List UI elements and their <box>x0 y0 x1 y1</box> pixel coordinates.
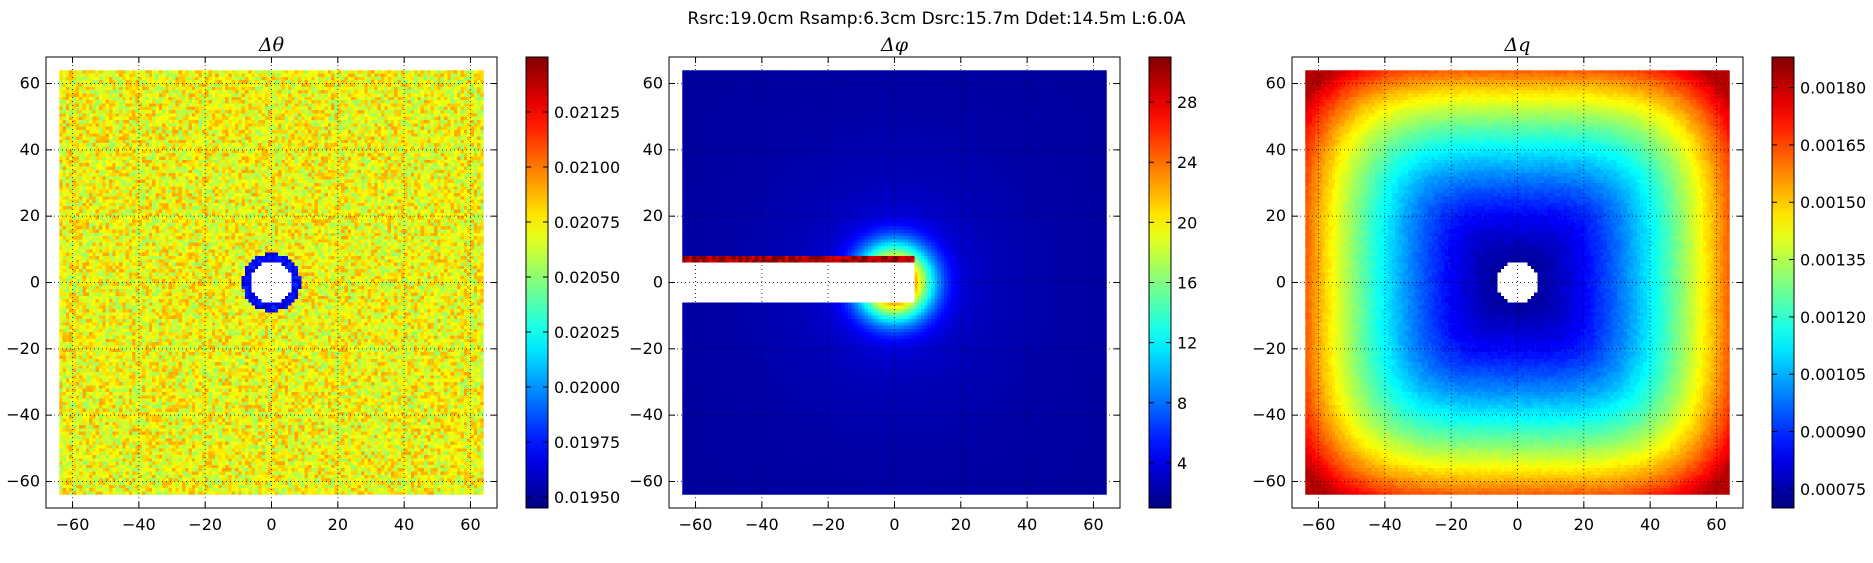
colorbar <box>1771 56 1795 509</box>
y-tick-label: 60 <box>1266 74 1286 93</box>
y-tick-label: −40 <box>6 405 40 424</box>
colorbar-tick-label: 0.02100 <box>554 158 620 177</box>
y-tick-label: 0 <box>1276 273 1286 292</box>
y-tick-label: −20 <box>6 339 40 358</box>
panel-delta-theta: −60 −40 −20 0 20 40 60 −60 −40 −20 0 20 40 60 Δθ 0.0195… <box>6 34 620 534</box>
x-tick-label: 0 <box>266 515 276 534</box>
colorbar-tick-label: 0.02125 <box>554 103 620 122</box>
panel-title: Δq <box>1504 34 1531 56</box>
y-tick-label: −20 <box>629 339 663 358</box>
colorbar-tick-label: 0.00075 <box>1800 480 1866 499</box>
y-tick-label: 20 <box>20 206 40 225</box>
y-tick-label: 0 <box>653 273 663 292</box>
colorbar-tick-label: 24 <box>1177 153 1197 172</box>
colorbar-tick-label: 0.00165 <box>1800 136 1866 155</box>
panel-title: Δφ <box>880 34 909 56</box>
y-tick-label: −60 <box>1252 471 1286 490</box>
x-tick-label: −20 <box>1434 515 1468 534</box>
y-tick-label: −60 <box>6 471 40 490</box>
x-tick-label: −40 <box>745 515 779 534</box>
x-tick-label: 60 <box>460 515 480 534</box>
x-tick-label: 60 <box>1706 515 1726 534</box>
x-tick-label: −60 <box>56 515 90 534</box>
figure-suptitle: Rsrc:19.0cm Rsamp:6.3cm Dsrc:15.7m Ddet:… <box>687 9 1186 29</box>
colorbar-tick-label: 20 <box>1177 213 1197 232</box>
colorbar-tick-label: 0.00120 <box>1800 308 1866 327</box>
panel-delta-phi: −60 −40 −20 0 20 40 60 −60 −40 −20 0 20 40 60 Δφ 4 8 12 16… <box>629 34 1197 534</box>
x-tick-label: 20 <box>1574 515 1594 534</box>
y-tick-label: 40 <box>1266 140 1286 159</box>
y-tick-label: 40 <box>20 140 40 159</box>
colorbar-tick-label: 0.00150 <box>1800 193 1866 212</box>
colorbar-tick-label: 4 <box>1177 454 1187 473</box>
x-tick-label: −20 <box>811 515 845 534</box>
colorbar-tick-label: 0.02050 <box>554 268 620 287</box>
colorbar-tick-label: 0.01950 <box>554 488 620 507</box>
y-tick-label: −60 <box>629 471 663 490</box>
y-tick-label: 0 <box>30 273 40 292</box>
colorbar-tick-label: 0.01975 <box>554 433 620 452</box>
colorbar-tick-label: 12 <box>1177 334 1197 353</box>
y-tick-label: −40 <box>1252 405 1286 424</box>
x-tick-label: −20 <box>188 515 222 534</box>
y-tick-label: −20 <box>1252 339 1286 358</box>
y-tick-label: 60 <box>643 74 663 93</box>
y-tick-label: 40 <box>643 140 663 159</box>
panel-delta-q: −60 −40 −20 0 20 40 60 −60 −40 −20 0 20 40 60 Δq 0.0007… <box>1252 34 1866 534</box>
x-tick-label: 60 <box>1083 515 1103 534</box>
x-tick-label: 40 <box>1640 515 1660 534</box>
x-tick-label: −40 <box>122 515 156 534</box>
colorbar-tick-label: 0.00105 <box>1800 365 1866 384</box>
x-tick-label: 20 <box>328 515 348 534</box>
x-tick-label: −60 <box>679 515 713 534</box>
colorbar-tick-label: 0.00180 <box>1800 79 1866 98</box>
colorbar-tick-label: 0.02025 <box>554 323 620 342</box>
y-tick-label: 20 <box>1266 206 1286 225</box>
y-tick-label: −40 <box>629 405 663 424</box>
x-tick-label: 0 <box>889 515 899 534</box>
y-tick-label: 60 <box>20 74 40 93</box>
x-tick-label: −60 <box>1302 515 1336 534</box>
panel-title: Δθ <box>258 34 285 56</box>
x-tick-label: −40 <box>1368 515 1402 534</box>
y-tick-label: 20 <box>643 206 663 225</box>
x-tick-label: 40 <box>1017 515 1037 534</box>
colorbar-tick-label: 0.00135 <box>1800 251 1866 270</box>
colorbar-tick-label: 8 <box>1177 394 1187 413</box>
colorbar-tick-label: 0.02000 <box>554 378 620 397</box>
colorbar <box>525 56 549 509</box>
colorbar-tick-label: 0.02075 <box>554 213 620 232</box>
x-tick-label: 20 <box>951 515 971 534</box>
x-tick-label: 0 <box>1512 515 1522 534</box>
colorbar-tick-label: 16 <box>1177 274 1197 293</box>
colorbar-tick-label: 28 <box>1177 93 1197 112</box>
colorbar-tick-label: 0.00090 <box>1800 423 1866 442</box>
x-tick-label: 40 <box>394 515 414 534</box>
